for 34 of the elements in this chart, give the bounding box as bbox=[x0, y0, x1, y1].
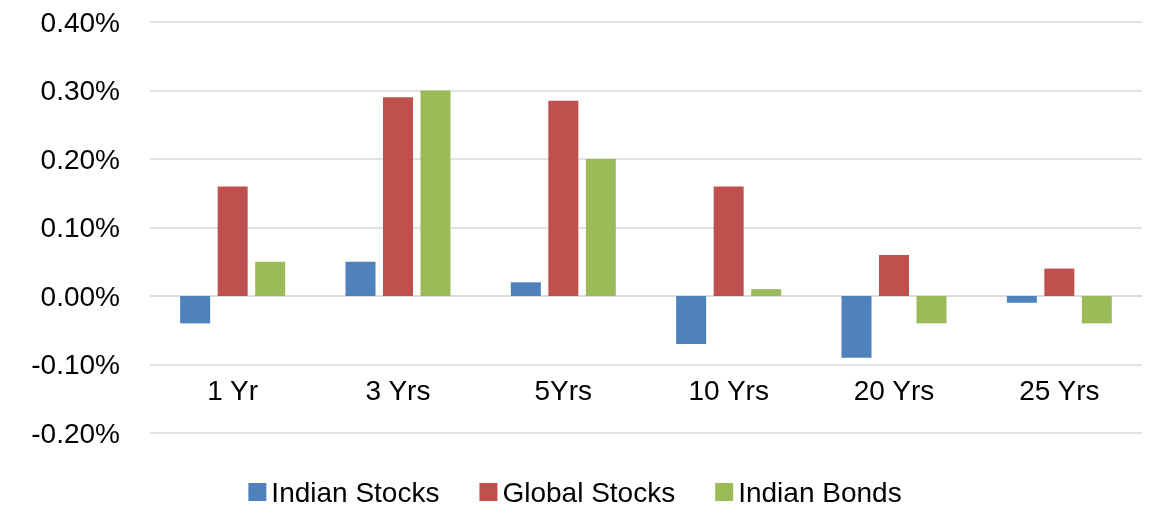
y-tick-label: 0.20% bbox=[40, 143, 120, 175]
bar bbox=[1006, 296, 1037, 303]
bar bbox=[1081, 296, 1112, 324]
y-tick-label: 0.40% bbox=[40, 6, 120, 38]
y-tick-label: 0.00% bbox=[40, 280, 120, 312]
bar bbox=[180, 296, 211, 324]
bar bbox=[383, 97, 413, 296]
bar bbox=[255, 261, 286, 296]
y-tick-label: -0.20% bbox=[31, 417, 120, 449]
bar bbox=[676, 296, 707, 344]
x-tick-label: 3 Yrs bbox=[365, 374, 431, 406]
bar bbox=[1044, 268, 1075, 296]
x-tick-label: 20 Yrs bbox=[853, 374, 935, 406]
x-tick-label: 5Yrs bbox=[534, 374, 593, 406]
y-tick-label: 0.30% bbox=[40, 75, 120, 106]
x-tick-label: 25 Yrs bbox=[1019, 374, 1100, 406]
bar bbox=[751, 289, 782, 296]
bar bbox=[879, 254, 909, 296]
bar bbox=[510, 282, 541, 296]
bar bbox=[916, 296, 947, 324]
legend-label: Indian Bonds bbox=[738, 476, 902, 508]
bar bbox=[841, 296, 872, 358]
y-tick-label: -0.10% bbox=[31, 349, 120, 380]
bar bbox=[713, 186, 744, 296]
bar bbox=[217, 186, 248, 296]
y-tick-label: 0.10% bbox=[40, 212, 120, 243]
legend-label: Global Stocks bbox=[502, 476, 676, 508]
bar bbox=[585, 159, 616, 296]
x-tick-label: 1 Yr bbox=[207, 374, 259, 406]
x-tick-label: 10 Yrs bbox=[688, 374, 769, 406]
bar bbox=[420, 90, 451, 296]
bar bbox=[345, 261, 376, 296]
bar bbox=[548, 100, 579, 296]
legend-label: Indian Stocks bbox=[271, 476, 440, 508]
